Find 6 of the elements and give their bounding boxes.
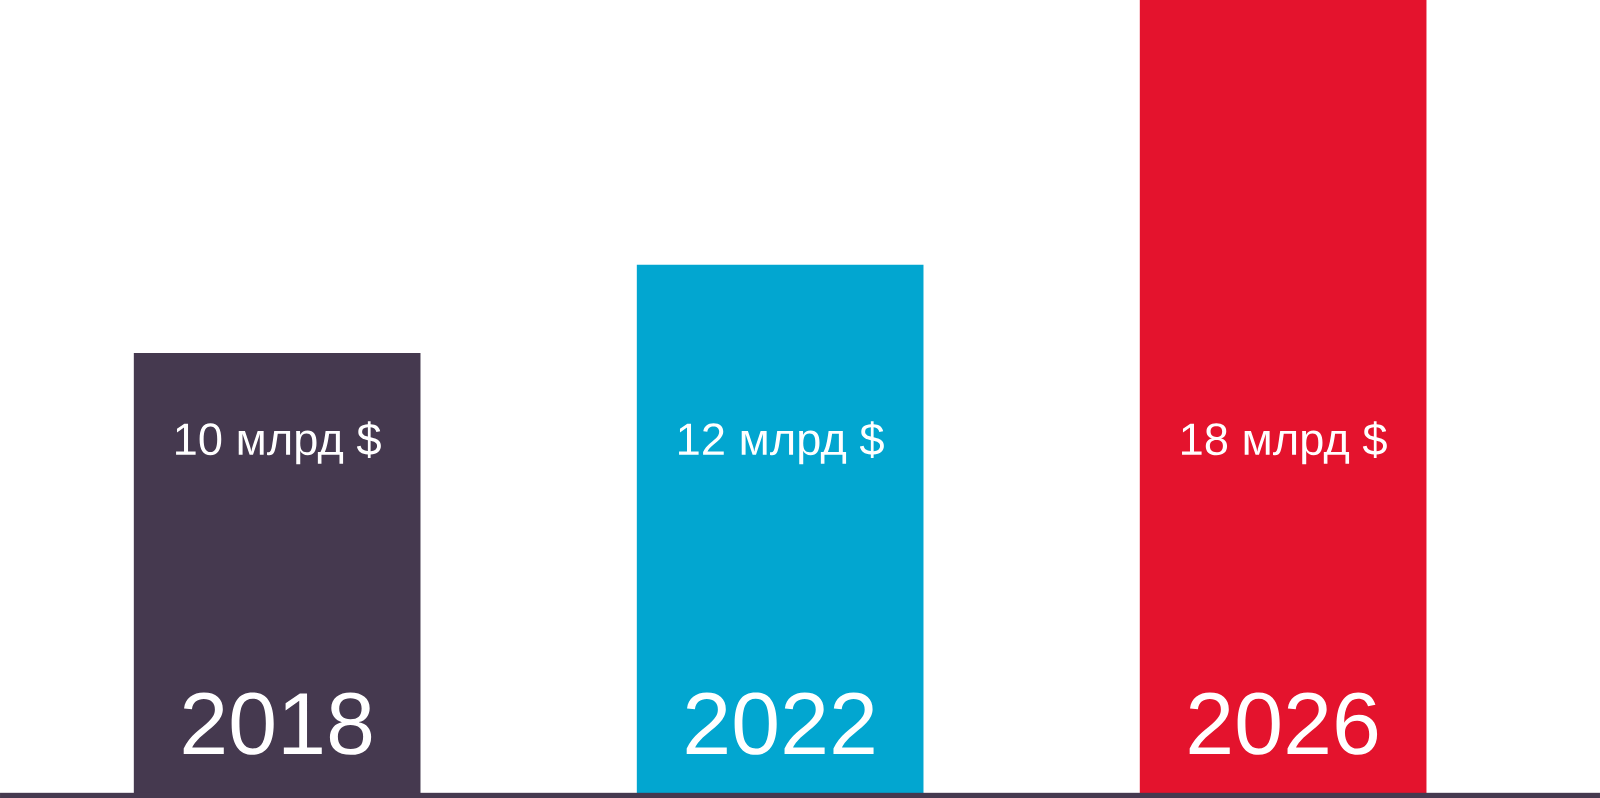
x-tick-label: 2018 bbox=[183, 692, 372, 755]
data-label: 18 млрд $ bbox=[1182, 421, 1387, 465]
x-tick-label: 2022 bbox=[686, 692, 874, 755]
x-tick-label: 2026 bbox=[1189, 692, 1378, 755]
data-label: 10 млрд $ bbox=[176, 421, 381, 465]
data-label: 12 млрд $ bbox=[679, 421, 884, 465]
